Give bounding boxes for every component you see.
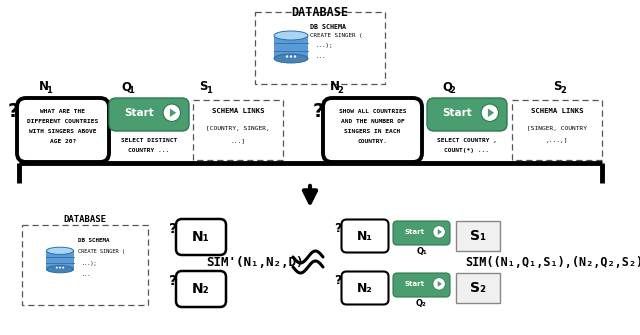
Text: N₁: N₁ — [357, 229, 373, 243]
Text: ,...,]: ,...,] — [546, 138, 568, 143]
Text: ...);: ...); — [82, 261, 98, 266]
Text: ?: ? — [8, 102, 19, 121]
Ellipse shape — [46, 266, 74, 273]
Text: DATABASE: DATABASE — [291, 6, 349, 19]
Text: ?: ? — [169, 274, 177, 288]
Text: ?: ? — [313, 102, 324, 121]
Bar — [456, 273, 500, 303]
Text: CREATE SINGER (: CREATE SINGER ( — [78, 249, 125, 254]
Text: ?: ? — [334, 222, 341, 235]
Text: WITH SINGERS ABOVE: WITH SINGERS ABOVE — [29, 129, 97, 134]
Text: N₂: N₂ — [192, 282, 210, 296]
Text: ...);: ...); — [316, 44, 333, 49]
Circle shape — [294, 55, 296, 58]
Ellipse shape — [46, 247, 74, 254]
Circle shape — [56, 267, 58, 269]
Text: 2: 2 — [560, 86, 566, 95]
Text: 1: 1 — [128, 86, 134, 95]
Text: 1: 1 — [206, 86, 212, 95]
Text: COUNTRY.: COUNTRY. — [358, 139, 387, 144]
Bar — [46, 251, 74, 269]
Text: ...]: ...] — [230, 138, 246, 143]
Polygon shape — [438, 229, 442, 235]
FancyBboxPatch shape — [342, 219, 388, 253]
Text: Start: Start — [404, 229, 424, 235]
Bar — [274, 36, 308, 59]
Bar — [512, 100, 602, 160]
Polygon shape — [438, 281, 442, 287]
Text: Start: Start — [404, 281, 424, 287]
Bar — [456, 221, 500, 251]
Text: WHAT ARE THE: WHAT ARE THE — [40, 109, 86, 114]
FancyBboxPatch shape — [109, 98, 189, 131]
Text: CREATE SINGER (: CREATE SINGER ( — [310, 34, 362, 39]
FancyBboxPatch shape — [176, 271, 226, 307]
Circle shape — [163, 104, 180, 122]
Text: COUNTRY ...: COUNTRY ... — [129, 148, 170, 153]
FancyBboxPatch shape — [17, 98, 109, 162]
Text: [SINGER, COUNTRY: [SINGER, COUNTRY — [527, 126, 587, 131]
Text: Q₁: Q₁ — [416, 247, 427, 256]
Text: ...: ... — [82, 271, 92, 276]
Text: 2: 2 — [337, 86, 343, 95]
Text: N: N — [330, 80, 340, 93]
Text: AGE 20?: AGE 20? — [50, 139, 76, 144]
Text: DB SCHEMA: DB SCHEMA — [310, 24, 346, 30]
Text: Q: Q — [442, 80, 452, 93]
Polygon shape — [170, 109, 176, 117]
Text: ...: ... — [316, 54, 326, 59]
Text: SINGERS IN EACH: SINGERS IN EACH — [344, 129, 401, 134]
FancyBboxPatch shape — [342, 271, 388, 305]
Text: SCHEMA LINKS: SCHEMA LINKS — [531, 108, 583, 114]
Text: S₁: S₁ — [470, 229, 486, 243]
Bar — [255, 12, 385, 84]
Circle shape — [481, 104, 499, 122]
Bar — [22, 225, 148, 305]
Text: SCHEMA LINKS: SCHEMA LINKS — [212, 108, 264, 114]
Bar — [193, 100, 283, 160]
FancyBboxPatch shape — [427, 98, 507, 131]
Circle shape — [433, 278, 445, 290]
Text: DIFFERENT COUNTRIES: DIFFERENT COUNTRIES — [28, 119, 99, 124]
Text: 1: 1 — [46, 86, 52, 95]
Text: 2: 2 — [449, 86, 455, 95]
Circle shape — [290, 55, 292, 58]
Text: Start: Start — [124, 108, 154, 118]
Text: ?: ? — [169, 222, 177, 236]
Text: [COUNTRY, SINGER,: [COUNTRY, SINGER, — [206, 126, 270, 131]
FancyBboxPatch shape — [393, 221, 450, 245]
Text: ?: ? — [334, 274, 341, 287]
Text: AND THE NUMBER OF: AND THE NUMBER OF — [340, 119, 404, 124]
Text: S: S — [199, 80, 207, 93]
Text: S: S — [553, 80, 561, 93]
Text: S₂: S₂ — [470, 281, 486, 295]
Text: COUNT(*) ...: COUNT(*) ... — [445, 148, 490, 153]
Text: SELECT DISTINCT: SELECT DISTINCT — [121, 138, 177, 143]
Text: Q: Q — [121, 80, 131, 93]
Text: Q₂: Q₂ — [416, 299, 427, 308]
Text: SELECT COUNTRY ,: SELECT COUNTRY , — [437, 138, 497, 143]
Text: N₁: N₁ — [192, 230, 210, 244]
Circle shape — [62, 267, 64, 269]
Text: N₂: N₂ — [357, 281, 373, 294]
Text: DATABASE: DATABASE — [63, 215, 106, 224]
Text: DB SCHEMA: DB SCHEMA — [78, 239, 109, 244]
Circle shape — [286, 55, 288, 58]
Text: SIM'(N₁,N₂,D): SIM'(N₁,N₂,D) — [206, 257, 304, 269]
Text: SIM((N₁,Q₁,S₁),(N₂,Q₂,S₂)): SIM((N₁,Q₁,S₁),(N₂,Q₂,S₂)) — [465, 257, 640, 269]
Circle shape — [433, 226, 445, 238]
Text: SHOW ALL COUNTRIES: SHOW ALL COUNTRIES — [339, 109, 406, 114]
Polygon shape — [488, 109, 494, 117]
Text: Start: Start — [442, 108, 472, 118]
Text: N: N — [39, 80, 49, 93]
FancyBboxPatch shape — [323, 98, 422, 162]
FancyBboxPatch shape — [176, 219, 226, 255]
FancyBboxPatch shape — [393, 273, 450, 297]
Ellipse shape — [274, 31, 308, 40]
Circle shape — [59, 267, 61, 269]
Ellipse shape — [274, 54, 308, 63]
